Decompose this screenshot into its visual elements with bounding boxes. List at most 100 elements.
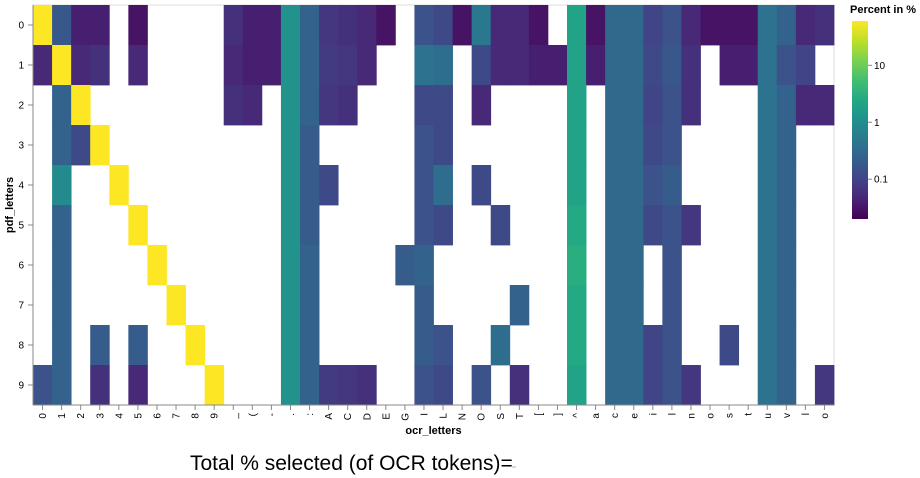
heatmap-cell <box>433 125 453 166</box>
x-tick-label: G <box>400 413 411 421</box>
heatmap-cell <box>433 45 453 86</box>
x-tick-label: o <box>706 413 717 419</box>
heatmap-cell <box>662 85 682 126</box>
x-tick-label: 4 <box>114 413 125 419</box>
heatmap-cell <box>414 125 434 166</box>
heatmap-cell <box>776 325 797 366</box>
heatmap-cell <box>185 325 206 366</box>
heatmap-cell <box>490 325 511 366</box>
heatmap-cell <box>624 125 644 166</box>
heatmap-cell <box>319 165 339 206</box>
heatmap-cell <box>567 45 587 86</box>
x-tick-label: l <box>667 413 678 415</box>
heatmap-cell <box>109 165 129 206</box>
heatmap-cell <box>814 365 835 406</box>
heatmap-cell <box>795 85 816 126</box>
x-tick-label: e <box>629 413 640 419</box>
heatmap-cells <box>33 5 835 406</box>
x-tick-label: 9 <box>210 413 221 419</box>
heatmap-cell <box>52 325 72 366</box>
heatmap-cell <box>471 5 492 46</box>
x-tick-label: 1 <box>57 413 68 419</box>
heatmap-cell <box>567 5 587 46</box>
heatmap-cell <box>280 45 301 86</box>
x-tick-label: A <box>324 413 335 420</box>
heatmap-cell <box>52 125 72 166</box>
heatmap-cell <box>280 5 301 46</box>
x-tick-label: L <box>439 413 450 419</box>
x-tick-label: c <box>610 413 621 418</box>
x-tick-label: 6 <box>152 413 163 419</box>
heatmap-cell <box>757 165 778 206</box>
heatmap-cell <box>757 365 778 406</box>
heatmap-cell <box>52 285 72 326</box>
heatmap-cell <box>300 5 320 46</box>
heatmap-cell <box>605 5 625 46</box>
x-tick-label: 0 <box>38 413 49 419</box>
y-tick-label: 0 <box>18 21 24 32</box>
x-tick-label: N <box>458 413 469 420</box>
heatmap-cell <box>567 245 587 286</box>
heatmap-cell <box>300 85 320 126</box>
heatmap-cell <box>433 205 453 246</box>
heatmap-cell <box>509 365 530 406</box>
x-tick-label: O <box>477 413 488 421</box>
heatmap-cell <box>433 85 453 126</box>
heatmap-cell <box>300 365 320 406</box>
heatmap-cell <box>90 45 110 86</box>
x-tick-label: : <box>305 413 316 416</box>
heatmap-cell <box>719 5 740 46</box>
heatmap-cell <box>605 285 625 326</box>
heatmap-cell <box>738 5 759 46</box>
heatmap-cell <box>52 45 72 86</box>
heatmap-cell <box>261 5 282 46</box>
heatmap-cell <box>319 365 339 406</box>
heatmap-cell <box>795 5 816 46</box>
x-tick-label: ( <box>248 412 259 416</box>
heatmap-cell <box>280 245 301 286</box>
heatmap-cell <box>71 45 91 86</box>
heatmap-cell <box>547 45 568 86</box>
heatmap-cell <box>605 245 625 286</box>
heatmap-cell <box>776 5 797 46</box>
heatmap-cell <box>204 365 225 406</box>
heatmap-cell <box>280 365 301 406</box>
heatmap-cell <box>757 45 778 86</box>
heatmap-cell <box>662 165 682 206</box>
heatmap-cell <box>52 365 72 406</box>
x-axis-title: ocr_letters <box>405 425 461 437</box>
heatmap-cell <box>395 245 415 286</box>
heatmap-cell <box>567 285 587 326</box>
heatmap-cell <box>490 45 511 86</box>
legend-title: Percent in % <box>850 4 916 16</box>
heatmap-cell <box>605 325 625 366</box>
heatmap-cell <box>414 5 434 46</box>
heatmap-cell <box>280 205 301 246</box>
heatmap-cell <box>662 5 682 46</box>
heatmap-cell <box>128 45 148 86</box>
heatmap-cell <box>624 5 644 46</box>
heatmap-cell <box>471 165 492 206</box>
heatmap-cell <box>33 365 53 406</box>
total-selected-value <box>512 466 516 468</box>
heatmap-cell <box>643 165 663 206</box>
heatmap-cell <box>681 85 701 126</box>
x-tick-label: n <box>686 413 697 419</box>
legend-color-ramp <box>852 21 868 219</box>
x-tick-label: 7 <box>172 413 183 419</box>
heatmap-cell <box>242 85 263 126</box>
heatmap-cell <box>300 285 320 326</box>
x-tick-label: _ <box>229 413 240 420</box>
heatmap-cell <box>681 205 701 246</box>
heatmap-cell <box>662 285 682 326</box>
heatmap-cell <box>662 325 682 366</box>
heatmap-cell <box>338 45 358 86</box>
heatmap-cell <box>300 45 320 86</box>
heatmap-cell <box>509 5 530 46</box>
heatmap-cell <box>605 45 625 86</box>
heatmap-cell <box>509 45 530 86</box>
heatmap-cell <box>242 5 263 46</box>
heatmap-cell <box>71 5 91 46</box>
heatmap-cell <box>757 205 778 246</box>
heatmap-cell <box>128 325 148 366</box>
